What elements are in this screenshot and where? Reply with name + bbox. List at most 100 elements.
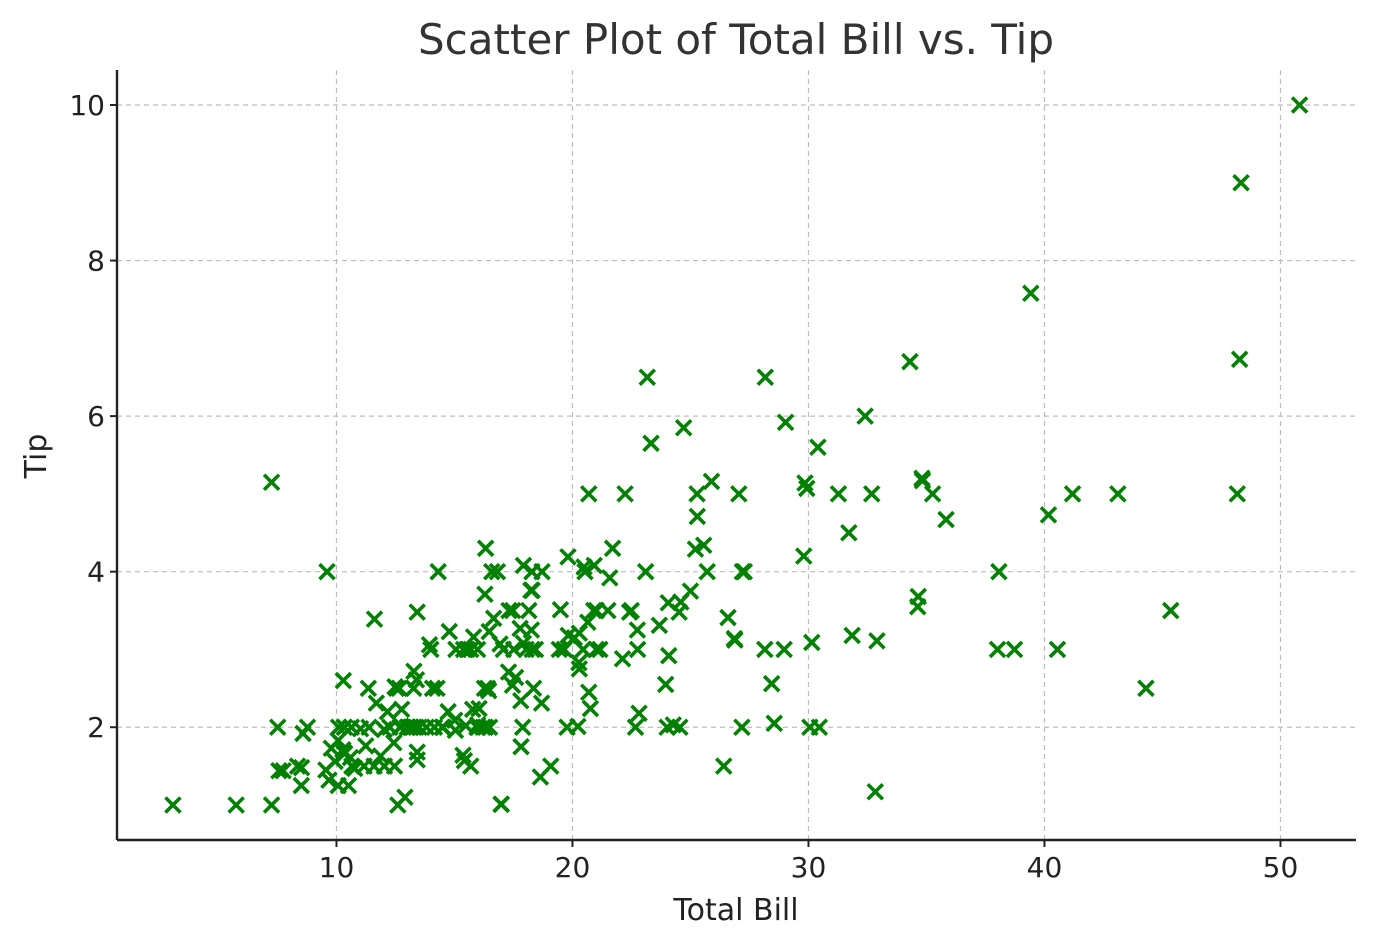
data-point-stroke bbox=[840, 524, 858, 542]
data-point bbox=[526, 640, 545, 659]
data-point bbox=[533, 562, 551, 581]
data-point bbox=[407, 671, 426, 689]
data-point bbox=[292, 776, 311, 795]
y-tick-label: 6 bbox=[87, 400, 105, 433]
data-point-stroke bbox=[407, 671, 426, 689]
data-point bbox=[440, 622, 459, 641]
y-tick-label: 8 bbox=[87, 245, 105, 278]
data-point bbox=[843, 626, 861, 645]
data-point-stroke bbox=[866, 783, 885, 801]
data-point-stroke bbox=[390, 679, 409, 698]
data-point bbox=[730, 485, 748, 503]
data-point-stroke bbox=[576, 562, 594, 581]
y-tick-label: 4 bbox=[87, 556, 105, 589]
data-point-stroke bbox=[714, 757, 733, 775]
data-point-stroke bbox=[396, 788, 414, 806]
data-point-stroke bbox=[579, 683, 598, 701]
data-point bbox=[1048, 640, 1067, 659]
data-point-stroke bbox=[798, 479, 816, 498]
data-point-stroke bbox=[775, 640, 793, 659]
data-point-stroke bbox=[794, 547, 813, 565]
data-point bbox=[551, 601, 570, 619]
data-point-stroke bbox=[990, 562, 1008, 581]
data-point bbox=[262, 473, 281, 491]
data-point bbox=[476, 585, 494, 603]
data-point-stroke bbox=[674, 419, 693, 437]
data-point bbox=[698, 562, 717, 581]
data-point bbox=[334, 671, 353, 690]
data-point bbox=[387, 679, 406, 698]
data-point-stroke bbox=[408, 743, 426, 761]
data-point bbox=[274, 762, 292, 780]
data-point-stroke bbox=[429, 562, 447, 581]
data-point bbox=[396, 788, 414, 806]
data-point bbox=[1109, 485, 1127, 503]
data-point-stroke bbox=[726, 631, 744, 649]
data-point bbox=[681, 582, 700, 600]
data-point bbox=[579, 683, 598, 701]
data-point-stroke bbox=[829, 485, 848, 503]
data-point bbox=[622, 601, 641, 620]
data-point bbox=[522, 621, 541, 639]
data-point-stroke bbox=[810, 718, 829, 736]
data-point-stroke bbox=[862, 485, 881, 503]
data-point-stroke bbox=[227, 796, 245, 814]
data-point-stroke bbox=[616, 485, 634, 503]
data-point-stroke bbox=[476, 585, 494, 603]
data-point bbox=[650, 616, 669, 635]
data-point bbox=[868, 632, 886, 650]
data-point bbox=[268, 718, 287, 736]
data-point-stroke bbox=[410, 718, 429, 736]
data-point-stroke bbox=[526, 640, 545, 659]
data-point bbox=[603, 539, 622, 558]
data-point-stroke bbox=[500, 601, 518, 620]
data-point bbox=[500, 601, 518, 620]
data-point bbox=[559, 548, 577, 566]
y-tick-label: 2 bbox=[87, 711, 105, 744]
data-point bbox=[429, 562, 447, 581]
data-point bbox=[339, 776, 358, 795]
data-point-stroke bbox=[551, 601, 570, 619]
data-point bbox=[579, 613, 597, 631]
data-point bbox=[420, 636, 439, 654]
data-point bbox=[410, 718, 429, 736]
data-point-stroke bbox=[923, 485, 942, 503]
data-point bbox=[809, 438, 827, 456]
data-point-stroke bbox=[262, 796, 281, 814]
data-point bbox=[937, 510, 955, 529]
data-point bbox=[550, 640, 569, 659]
data-point bbox=[642, 434, 660, 453]
data-point-stroke bbox=[341, 748, 360, 767]
data-point bbox=[422, 640, 440, 659]
data-point-stroke bbox=[270, 762, 288, 780]
data-point bbox=[1137, 679, 1155, 698]
data-point bbox=[628, 640, 647, 659]
data-point-stroke bbox=[569, 717, 587, 736]
data-point-stroke bbox=[541, 757, 560, 775]
data-point bbox=[480, 718, 499, 736]
data-point bbox=[298, 718, 317, 736]
data-point bbox=[798, 479, 816, 498]
data-point-stroke bbox=[650, 616, 669, 635]
data-point bbox=[513, 718, 532, 736]
data-point bbox=[371, 747, 390, 765]
data-point bbox=[520, 601, 538, 620]
data-point-stroke bbox=[476, 718, 495, 736]
data-point bbox=[638, 368, 657, 386]
data-point bbox=[1039, 506, 1058, 524]
data-point-stroke bbox=[335, 718, 354, 736]
data-point-stroke bbox=[1109, 485, 1127, 503]
data-point-stroke bbox=[581, 699, 600, 718]
data-point-stroke bbox=[599, 601, 617, 620]
data-point-stroke bbox=[268, 718, 287, 736]
data-point-stroke bbox=[461, 757, 480, 775]
data-point-stroke bbox=[482, 562, 501, 581]
data-point-stroke bbox=[1063, 485, 1082, 503]
data-point bbox=[587, 640, 606, 659]
data-point bbox=[719, 608, 737, 627]
data-point bbox=[292, 758, 311, 777]
data-point-stroke bbox=[320, 771, 338, 789]
data-point-stroke bbox=[476, 539, 495, 558]
data-point-stroke bbox=[470, 699, 488, 718]
data-point-stroke bbox=[1228, 485, 1247, 503]
